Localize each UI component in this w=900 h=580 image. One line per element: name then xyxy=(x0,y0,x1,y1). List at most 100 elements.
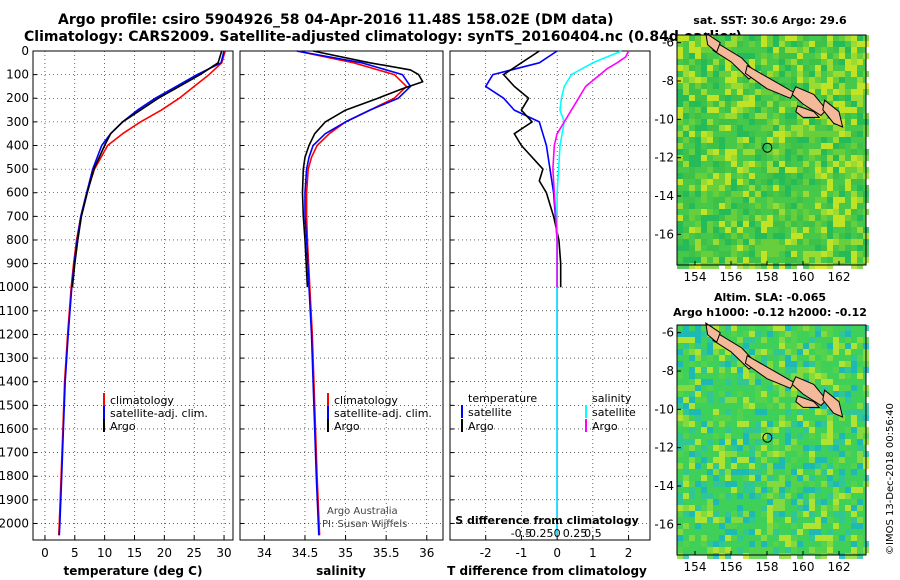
credit-argo-australia: Argo Australia xyxy=(327,506,398,517)
map-cell xyxy=(707,179,713,185)
map-cell xyxy=(821,511,827,517)
map-cell xyxy=(815,331,821,337)
map-cell xyxy=(701,47,707,53)
sst-map: sat. SST: 30.6 Argo: 29.6 154 156 158 160 16… xyxy=(654,14,869,284)
map-cell xyxy=(833,385,839,391)
map-cell xyxy=(857,553,863,559)
map-cell xyxy=(857,239,863,245)
map-cell xyxy=(695,367,701,373)
legend-swatch-argo xyxy=(327,419,329,432)
map-cell xyxy=(803,125,809,131)
map-cell xyxy=(821,89,827,95)
map-cell xyxy=(701,83,707,89)
map-cell xyxy=(833,167,839,173)
map-cell xyxy=(821,41,827,47)
map-cell xyxy=(857,403,863,409)
map-cell xyxy=(845,367,851,373)
map-cell xyxy=(833,523,839,529)
map-cell xyxy=(797,35,803,41)
map-cell xyxy=(737,257,743,263)
map-cell xyxy=(695,47,701,53)
map-cell xyxy=(803,475,809,481)
lon-tick-label: 156 xyxy=(720,560,743,574)
map-cell xyxy=(803,227,809,233)
map-cell xyxy=(761,167,767,173)
map-cell xyxy=(761,263,767,269)
map-cell xyxy=(695,143,701,149)
map-cell xyxy=(731,83,737,89)
map-cell xyxy=(695,101,701,107)
map-cell xyxy=(761,391,767,397)
map-cell xyxy=(779,361,785,367)
map-cell xyxy=(743,445,749,451)
map-cell xyxy=(743,215,749,221)
map-cell xyxy=(719,209,725,215)
map-cell xyxy=(713,107,719,113)
map-cell xyxy=(761,409,767,415)
map-cell xyxy=(839,239,845,245)
map-cell xyxy=(767,71,773,77)
map-cell xyxy=(731,77,737,83)
map-cell xyxy=(701,487,707,493)
legend-label-climatology: climatology xyxy=(334,394,398,407)
map-cell xyxy=(773,263,779,269)
map-cell xyxy=(707,547,713,553)
map-cell xyxy=(749,215,755,221)
map-cell xyxy=(791,337,797,343)
map-cell xyxy=(725,451,731,457)
map-cell xyxy=(749,403,755,409)
map-cell xyxy=(719,517,725,523)
map-cell xyxy=(689,77,695,83)
map-cell xyxy=(845,397,851,403)
x-tick-label: 36 xyxy=(419,546,434,560)
map-cell xyxy=(851,487,857,493)
map-cell xyxy=(791,41,797,47)
lat-tick-label: -16 xyxy=(654,517,674,531)
map-cell xyxy=(761,89,767,95)
map-cell xyxy=(803,215,809,221)
map-cell xyxy=(845,47,851,53)
map-cell xyxy=(749,119,755,125)
map-cell xyxy=(845,349,851,355)
map-cell xyxy=(677,65,683,71)
map-cell xyxy=(773,125,779,131)
map-cell xyxy=(767,475,773,481)
map-cell xyxy=(791,373,797,379)
map-cell xyxy=(833,337,839,343)
map-cell xyxy=(725,227,731,233)
map-cell xyxy=(689,203,695,209)
lat-tick-label: -6 xyxy=(662,326,674,340)
map-cell xyxy=(827,203,833,209)
map-cell xyxy=(821,65,827,71)
map-cell xyxy=(821,505,827,511)
map-cell xyxy=(785,385,791,391)
map-cell xyxy=(797,179,803,185)
map-cell xyxy=(785,433,791,439)
map-cell xyxy=(785,71,791,77)
map-cell xyxy=(779,203,785,209)
map-cell xyxy=(749,373,755,379)
map-cell xyxy=(833,343,839,349)
map-cell xyxy=(683,155,689,161)
map-cell xyxy=(683,113,689,119)
map-cell xyxy=(797,41,803,47)
legend-swatch-t-satellite xyxy=(461,405,463,418)
map-cell xyxy=(683,337,689,343)
map-cell xyxy=(821,421,827,427)
map-cell xyxy=(677,53,683,59)
map-cell xyxy=(845,529,851,535)
map-cell xyxy=(683,197,689,203)
map-cell xyxy=(719,65,725,71)
map-cell xyxy=(809,511,815,517)
map-cell xyxy=(713,481,719,487)
x-tick-label: 35.5 xyxy=(373,546,400,560)
map-cell xyxy=(767,499,773,505)
map-cell xyxy=(737,409,743,415)
map-cell xyxy=(695,83,701,89)
map-cell xyxy=(725,433,731,439)
map-cell xyxy=(839,511,845,517)
map-cell xyxy=(695,161,701,167)
map-cell xyxy=(809,125,815,131)
map-cell xyxy=(773,523,779,529)
map-cell xyxy=(779,391,785,397)
